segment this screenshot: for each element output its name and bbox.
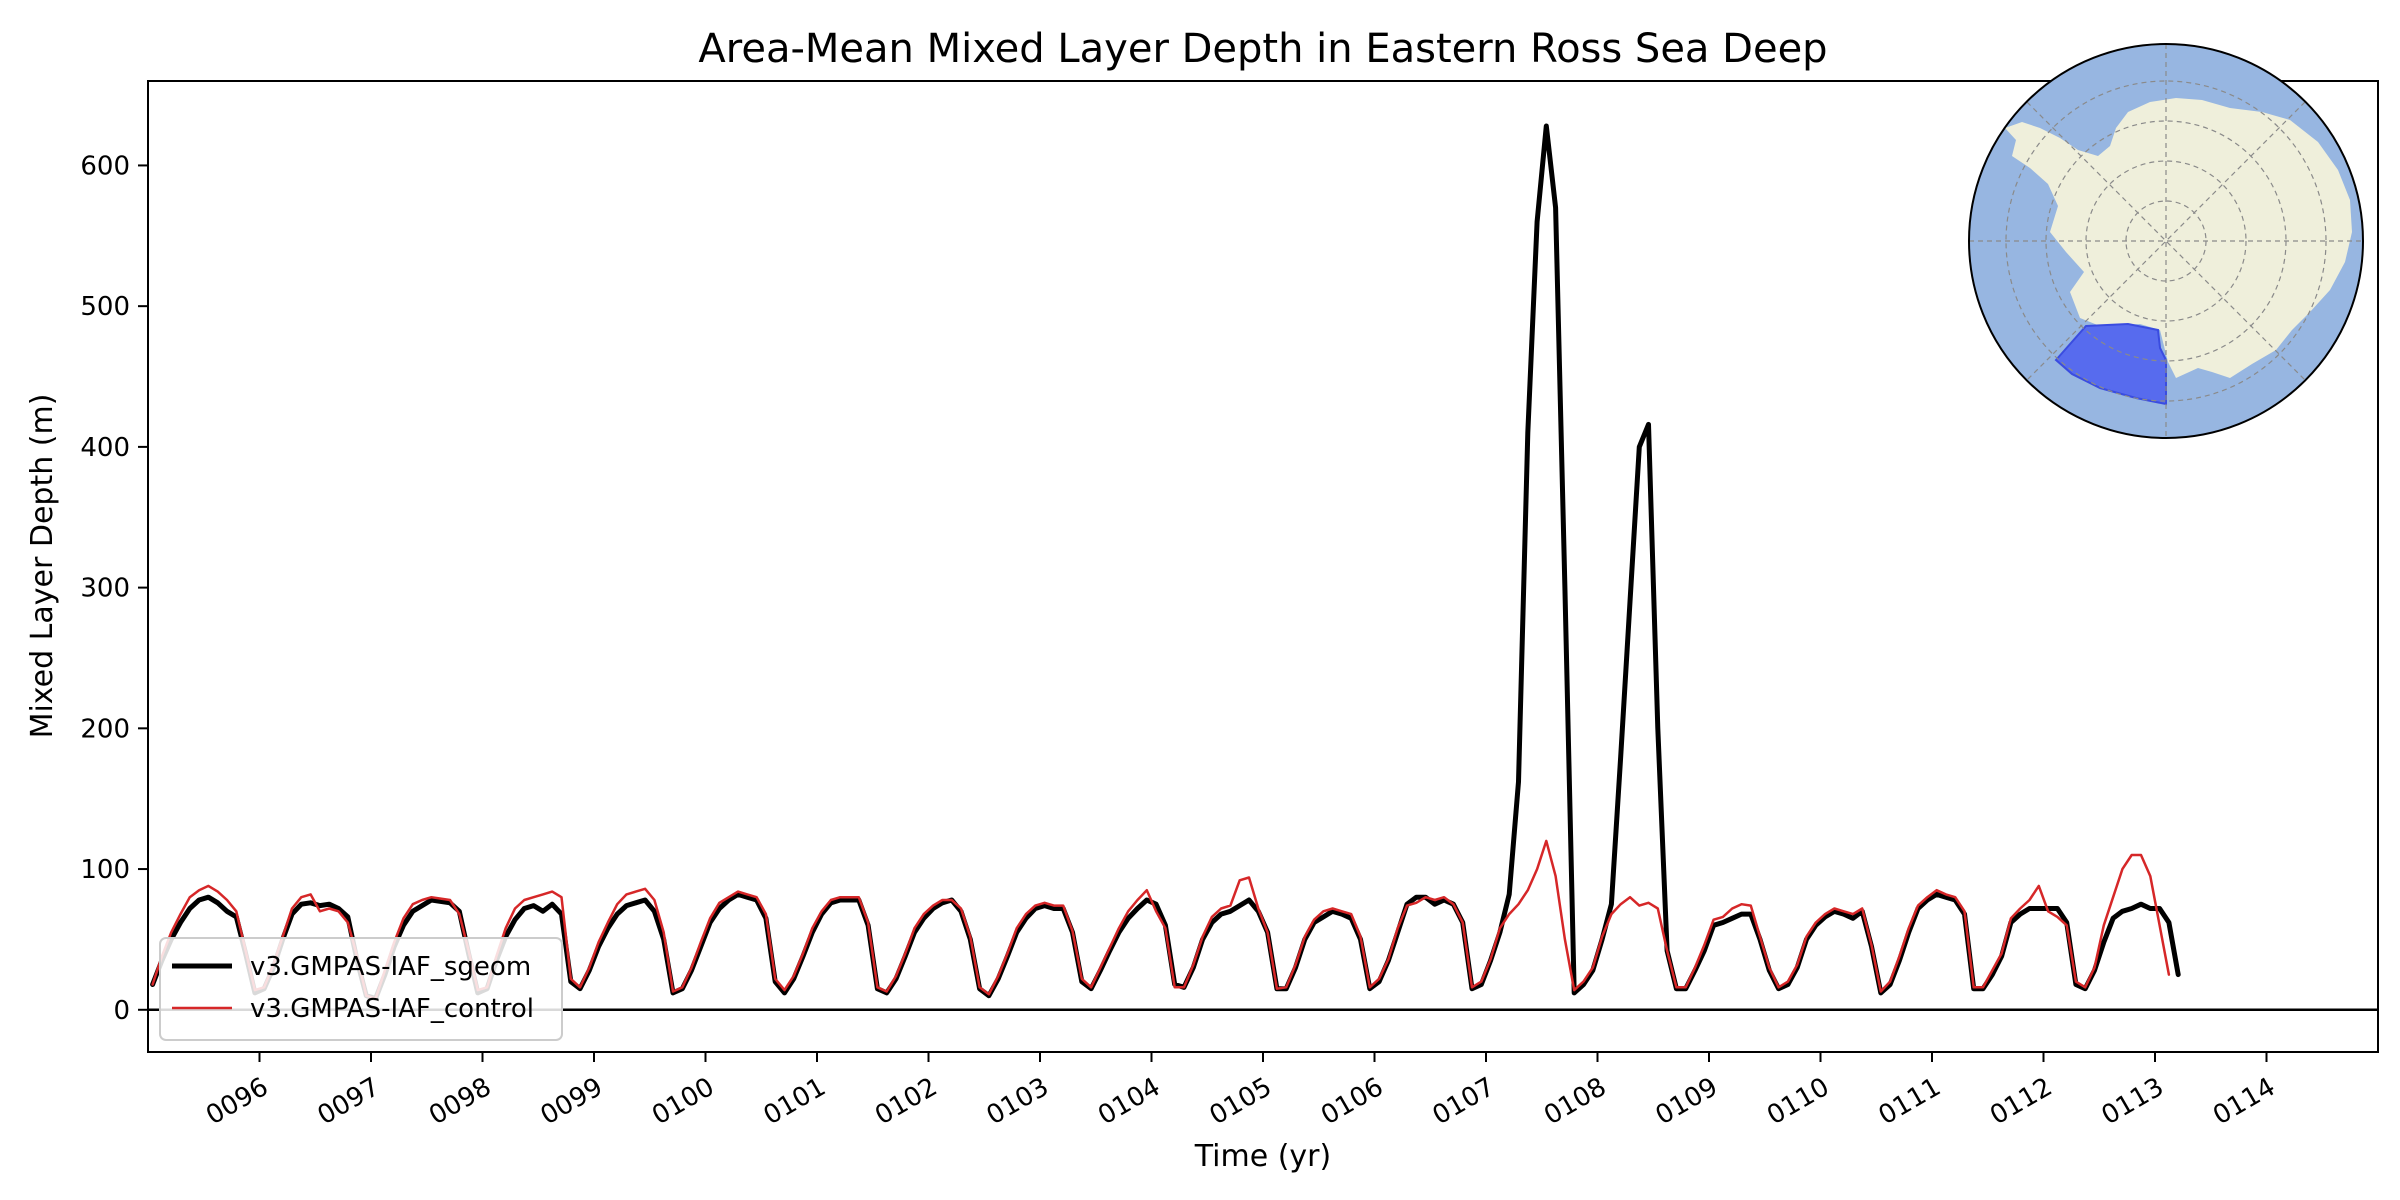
- x-tick-label: 0105: [1205, 1072, 1277, 1131]
- legend-label-sgeom: v3.GMPAS-IAF_sgeom: [250, 952, 531, 982]
- y-tick-label: 0: [113, 996, 130, 1026]
- map-antarctica-landmass: [2005, 98, 2352, 378]
- map-border: [1968, 43, 2364, 439]
- x-tick-label: 0097: [313, 1072, 385, 1131]
- y-axis-label: Mixed Layer Depth (m): [25, 394, 60, 739]
- x-tick-label: 0106: [1316, 1072, 1388, 1131]
- x-tick-label: 0101: [759, 1072, 831, 1131]
- x-tick-label: 0114: [2208, 1072, 2280, 1131]
- y-tick-label: 300: [80, 574, 130, 604]
- x-tick-label: 0103: [982, 1072, 1054, 1131]
- antarctica-inset-map: [1968, 43, 2364, 439]
- x-tick-label: 0111: [1874, 1072, 1946, 1131]
- legend: v3.GMPAS-IAF_sgeom v3.GMPAS-IAF_control: [159, 937, 563, 1041]
- map-graticule: [1969, 44, 2363, 438]
- x-tick-label: 0100: [647, 1072, 719, 1131]
- legend-label-control: v3.GMPAS-IAF_control: [250, 994, 534, 1024]
- x-tick-label: 0108: [1539, 1072, 1611, 1131]
- chart-title: Area-Mean Mixed Layer Depth in Eastern R…: [698, 26, 1827, 72]
- y-tick-label: 600: [80, 151, 130, 181]
- x-tick-label: 0112: [1985, 1072, 2057, 1131]
- x-tick-label: 0107: [1428, 1072, 1500, 1131]
- x-tick-label: 0102: [870, 1072, 942, 1131]
- x-tick-label: 0104: [1093, 1072, 1165, 1131]
- y-tick-label: 100: [80, 855, 130, 885]
- y-tick-label: 500: [80, 292, 130, 322]
- legend-box: [159, 937, 563, 1041]
- x-axis-label: Time (yr): [1194, 1139, 1331, 1174]
- x-tick-label: 0109: [1651, 1072, 1723, 1131]
- y-tick-label: 200: [80, 714, 130, 744]
- y-axis-ticks: 0 100 200 300 400 500 600: [80, 151, 148, 1026]
- x-tick-label: 0113: [2097, 1072, 2169, 1131]
- x-tick-label: 0110: [1762, 1072, 1834, 1131]
- x-tick-label: 0096: [201, 1072, 273, 1131]
- y-tick-label: 400: [80, 433, 130, 463]
- x-tick-label: 0099: [536, 1072, 608, 1131]
- x-axis-ticks: 0096 0097 0098 0099 0100 0101 0102 0103 0104 0105…: [201, 1052, 2280, 1131]
- x-tick-label: 0098: [424, 1072, 496, 1131]
